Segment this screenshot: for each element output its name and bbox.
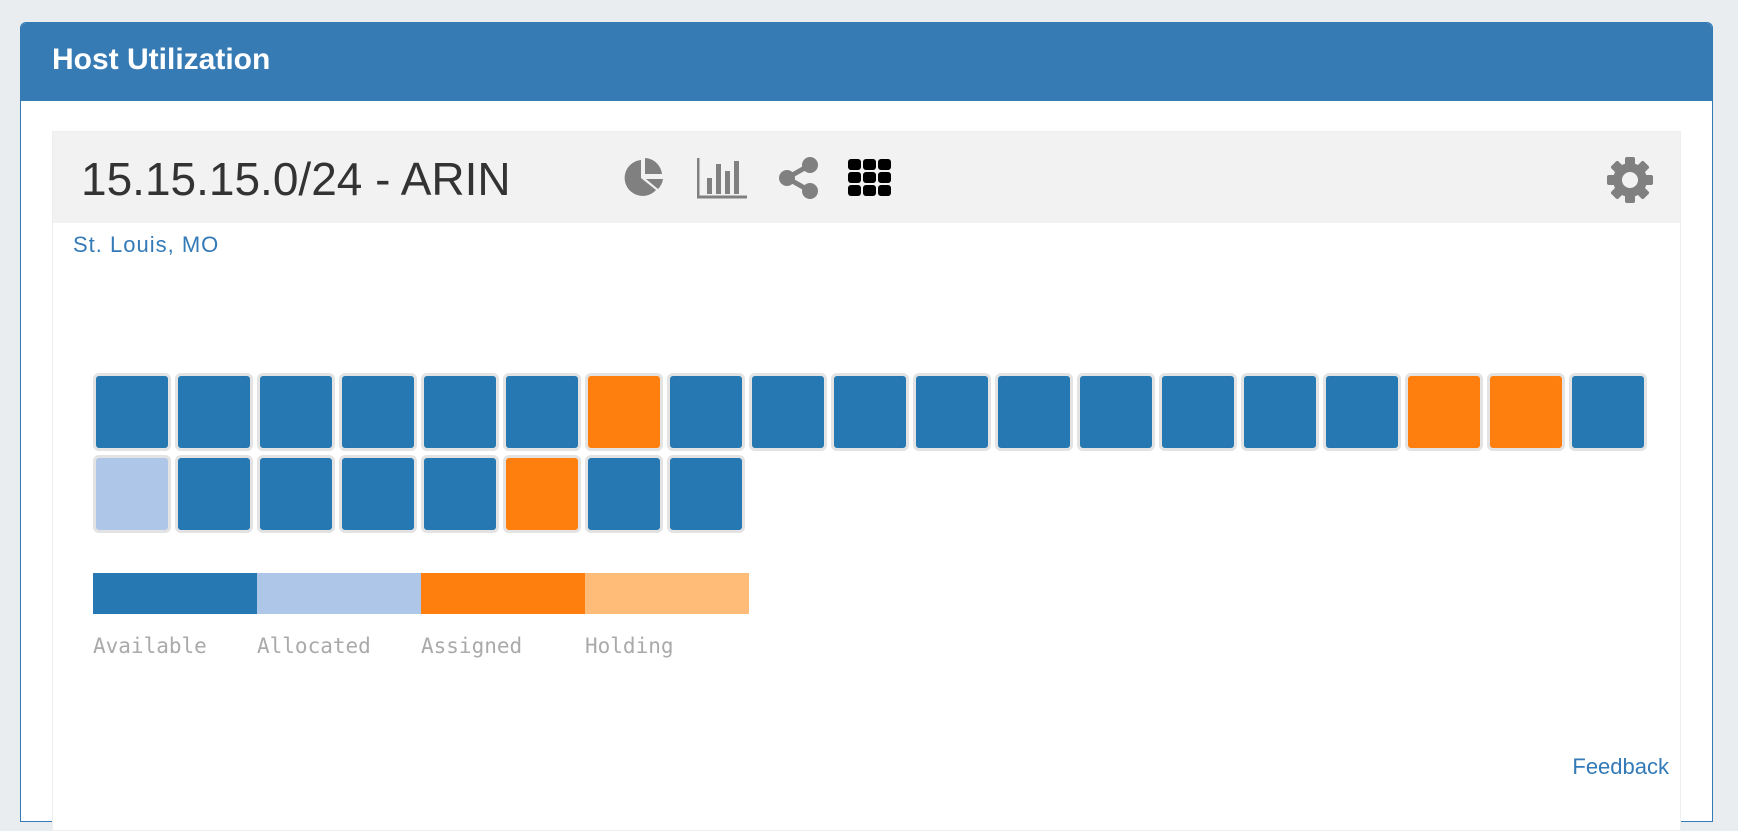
host-cell-available[interactable] [1241,373,1319,451]
panel-title: Host Utilization [52,43,271,76]
host-cell-available[interactable] [585,455,663,533]
legend-label: Holding [585,634,674,658]
network-box: 15.15.15.0/24 - ARIN [52,131,1681,831]
pie-chart-icon[interactable] [621,156,665,200]
host-cell-assigned[interactable] [1405,373,1483,451]
host-cell-available[interactable] [257,455,335,533]
host-cell-available[interactable] [1323,373,1401,451]
legend-label: Allocated [257,634,371,658]
grid-icon[interactable] [847,156,893,200]
host-cell-assigned[interactable] [585,373,663,451]
legend-swatch-available [93,573,257,614]
host-cell-available[interactable] [175,373,253,451]
host-cell-available[interactable] [913,373,991,451]
host-cell-available[interactable] [667,455,745,533]
host-cell-available[interactable] [503,373,581,451]
gear-icon[interactable] [1606,156,1654,204]
location-link[interactable]: St. Louis, MO [73,232,220,257]
host-cell-available[interactable] [93,373,171,451]
host-cell-assigned[interactable] [1487,373,1565,451]
host-cell-available[interactable] [421,455,499,533]
network-title: 15.15.15.0/24 - ARIN [81,153,511,205]
legend-swatch-allocated [257,573,421,614]
host-cell-available[interactable] [1077,373,1155,451]
legend-swatch-holding [585,573,749,614]
host-cell-available[interactable] [831,373,909,451]
host-cell-available[interactable] [339,455,417,533]
host-cell-available[interactable] [1569,373,1647,451]
host-cell-available[interactable] [995,373,1073,451]
bar-chart-icon[interactable] [697,156,747,200]
legend-swatch-assigned [421,573,585,614]
host-cell-available[interactable] [175,455,253,533]
legend-label: Available [93,634,207,658]
feedback-link[interactable]: Feedback [1572,754,1669,779]
share-icon[interactable] [777,156,821,200]
host-cell-available[interactable] [421,373,499,451]
host-cell-available[interactable] [339,373,417,451]
network-header: 15.15.15.0/24 - ARIN [53,132,1680,223]
host-cell-available[interactable] [1159,373,1237,451]
legend-label: Assigned [421,634,523,658]
host-cell-available[interactable] [667,373,745,451]
host-cell-available[interactable] [749,373,827,451]
host-cell-available[interactable] [257,373,335,451]
host-cell-assigned[interactable] [503,455,581,533]
host-cell-allocated[interactable] [93,455,171,533]
panel-header: Host Utilization [21,23,1712,101]
